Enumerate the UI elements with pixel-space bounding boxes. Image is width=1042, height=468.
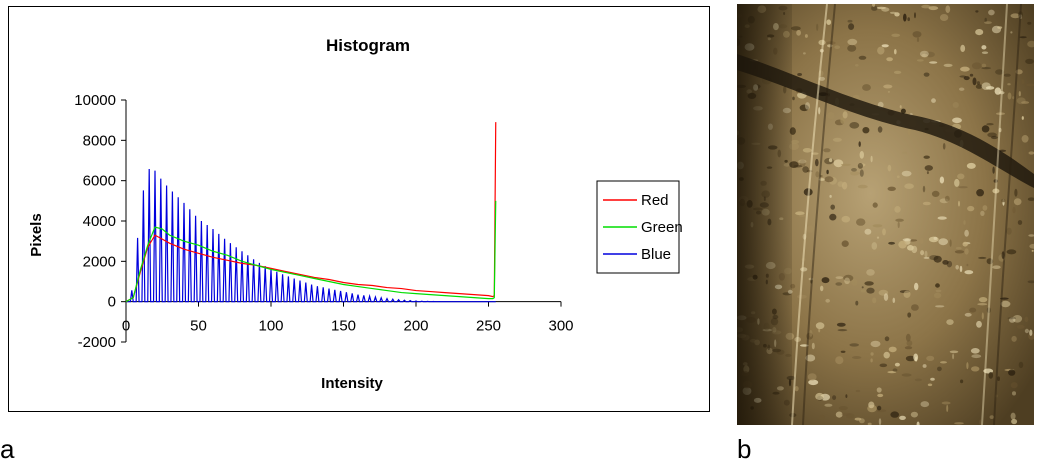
- y-tick-label: 10000: [74, 92, 116, 109]
- x-tick-label: 100: [258, 318, 283, 335]
- x-tick-label: 250: [476, 318, 501, 335]
- x-axis-label: Intensity: [321, 375, 383, 392]
- series-line-red: [125, 122, 497, 303]
- axes: -2000 0 2000 4000 6000 8000 10000 0 50 100 150 200 2…: [74, 92, 573, 351]
- legend: Red Green Blue: [596, 180, 683, 274]
- series-lines: [125, 122, 497, 303]
- x-tick-label: 150: [331, 318, 356, 335]
- panel-label-b: b: [737, 434, 752, 464]
- chart-title: Histogram: [326, 36, 410, 55]
- y-tick-label: 6000: [83, 173, 116, 190]
- y-axis-label: Pixels: [28, 213, 45, 256]
- y-tick-label: 4000: [83, 213, 116, 230]
- panel-label-a: a: [0, 434, 15, 464]
- histogram-chart: Histogram Pixels Intensity -200002000400…: [28, 36, 683, 392]
- y-tick-label: 0: [108, 294, 116, 311]
- legend-label-red: Red: [641, 192, 669, 209]
- x-tick-label: 300: [548, 318, 573, 335]
- legend-label-blue: Blue: [641, 246, 671, 263]
- series-line-green: [125, 200, 497, 303]
- series-line-blue: [126, 168, 496, 303]
- soil-photo: [737, 4, 1034, 425]
- y-tick-label: 8000: [83, 132, 116, 149]
- legend-label-green: Green: [641, 219, 683, 236]
- x-tick-label: 200: [403, 318, 428, 335]
- chart-frame: Histogram Pixels Intensity -2000 0 2000 400…: [8, 6, 710, 412]
- y-tick-label: -2000: [78, 334, 116, 351]
- soil-field-image: [737, 4, 1034, 425]
- x-tick-label: 50: [190, 318, 207, 335]
- x-tick-label: 0: [122, 318, 130, 335]
- y-tick-label: 2000: [83, 253, 116, 270]
